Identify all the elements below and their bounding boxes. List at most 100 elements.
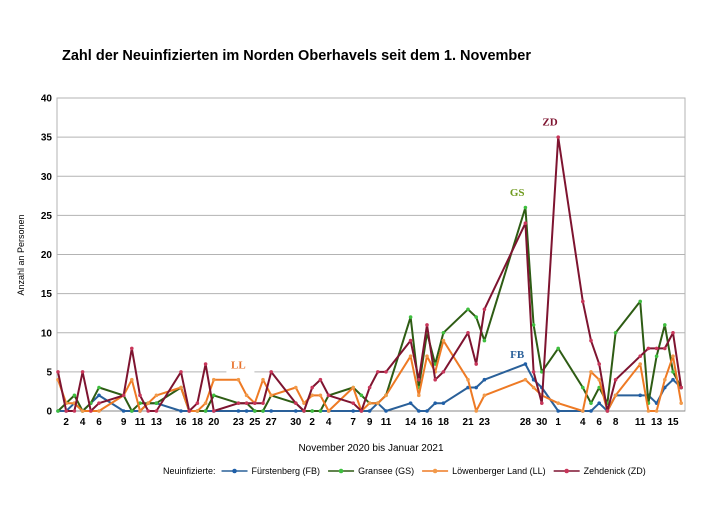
data-point-GS xyxy=(531,323,536,327)
data-point-FB xyxy=(179,409,183,413)
data-point-ZD xyxy=(425,323,429,327)
x-tick-label: 23 xyxy=(233,417,245,428)
data-point-LL xyxy=(97,409,101,413)
data-point-GS xyxy=(663,323,667,327)
data-point-ZD xyxy=(417,377,421,382)
series-line-GS xyxy=(57,206,683,412)
data-point-ZD xyxy=(269,370,274,374)
data-point-LL xyxy=(523,377,528,382)
x-tick-label: 20 xyxy=(208,417,220,428)
data-point-ZD xyxy=(384,370,388,374)
data-point-ZD xyxy=(195,401,200,405)
series-line-ZD xyxy=(57,136,683,412)
data-point-LL xyxy=(367,401,372,405)
data-point-GS xyxy=(212,393,216,398)
data-point-FB xyxy=(556,409,560,413)
data-point-GS xyxy=(441,330,446,335)
data-point-LL xyxy=(138,409,142,413)
series-annotation-LL: LL xyxy=(231,360,246,372)
x-tick-label: 9 xyxy=(367,417,373,428)
data-point-LL xyxy=(203,401,208,405)
data-point-LL xyxy=(597,377,601,382)
data-point-LL xyxy=(613,393,618,398)
data-point-ZD xyxy=(310,385,315,390)
x-tick-label: 28 xyxy=(520,417,532,428)
data-point-GS xyxy=(523,205,528,210)
data-point-ZD xyxy=(646,346,651,351)
data-point-ZD xyxy=(376,370,380,374)
data-point-GS xyxy=(130,409,134,413)
data-point-LL xyxy=(212,377,216,382)
legend-marker-FB xyxy=(232,468,237,474)
data-point-FB xyxy=(589,409,593,413)
legend-entry-FB: Fürstenberg (FB) xyxy=(252,466,321,476)
x-tick-label: 4 xyxy=(326,417,332,428)
data-point-FB xyxy=(417,409,421,413)
y-axis-label: Anzahl an Personen xyxy=(16,214,26,295)
data-point-ZD xyxy=(318,377,323,382)
data-point-ZD xyxy=(64,409,68,413)
annotation-bg xyxy=(226,358,255,373)
x-tick-label: 4 xyxy=(580,417,586,428)
data-point-ZD xyxy=(89,409,93,413)
data-point-FB xyxy=(294,409,298,413)
data-point-LL xyxy=(384,393,388,398)
y-tick-label: 15 xyxy=(41,289,53,300)
data-point-ZD xyxy=(482,307,487,312)
data-point-ZD xyxy=(138,393,142,398)
data-point-GS xyxy=(466,307,470,312)
data-point-FB xyxy=(97,393,101,398)
data-point-ZD xyxy=(236,401,241,405)
data-point-FB xyxy=(351,409,356,413)
x-tick-label: 18 xyxy=(438,417,450,428)
data-point-LL xyxy=(302,401,306,405)
y-tick-label: 25 xyxy=(41,211,53,222)
data-point-ZD xyxy=(179,370,183,374)
data-point-LL xyxy=(417,393,421,398)
data-point-LL xyxy=(589,370,593,374)
data-point-GS xyxy=(310,409,315,413)
data-point-ZD xyxy=(613,377,618,382)
data-point-FB xyxy=(597,401,601,405)
x-tick-label: 11 xyxy=(135,417,146,428)
data-point-LL xyxy=(679,401,683,405)
data-point-LL xyxy=(310,393,315,398)
data-point-ZD xyxy=(597,362,601,366)
x-tick-label: 23 xyxy=(479,417,491,428)
data-point-LL xyxy=(466,377,470,382)
series-line-LL xyxy=(57,339,683,412)
data-point-LL xyxy=(318,393,323,398)
x-tick-label: 1 xyxy=(555,417,561,428)
data-point-LL xyxy=(269,393,274,398)
data-point-ZD xyxy=(654,346,659,351)
x-tick-label: 16 xyxy=(421,417,433,428)
data-point-LL xyxy=(663,377,667,382)
data-point-LL xyxy=(236,377,241,382)
x-tick-label: 6 xyxy=(596,417,602,428)
y-tick-label: 5 xyxy=(46,367,52,378)
series-annotation-GS: GS xyxy=(510,187,525,199)
data-point-GS xyxy=(72,393,77,398)
legend-entry-ZD: Zehdenick (ZD) xyxy=(584,466,646,476)
data-point-ZD xyxy=(351,401,356,405)
data-point-GS xyxy=(56,409,60,413)
data-point-GS xyxy=(482,338,487,343)
data-point-FB xyxy=(384,409,388,413)
data-point-FB xyxy=(367,409,372,413)
series-annotation-ZD: ZD xyxy=(542,116,557,128)
data-point-GS xyxy=(154,401,159,405)
data-point-LL xyxy=(581,409,585,413)
data-point-FB xyxy=(482,377,487,382)
data-point-GS xyxy=(581,385,585,390)
data-point-LL xyxy=(261,377,265,382)
y-tick-label: 40 xyxy=(41,94,53,105)
data-point-ZD xyxy=(187,409,191,413)
x-tick-label: 18 xyxy=(192,417,204,428)
x-tick-label: 4 xyxy=(80,417,86,428)
data-point-ZD xyxy=(367,385,372,390)
data-point-ZD xyxy=(72,409,77,413)
data-point-ZD xyxy=(638,354,642,359)
data-point-ZD xyxy=(302,409,306,413)
data-point-LL xyxy=(80,409,85,413)
data-point-ZD xyxy=(523,221,528,225)
